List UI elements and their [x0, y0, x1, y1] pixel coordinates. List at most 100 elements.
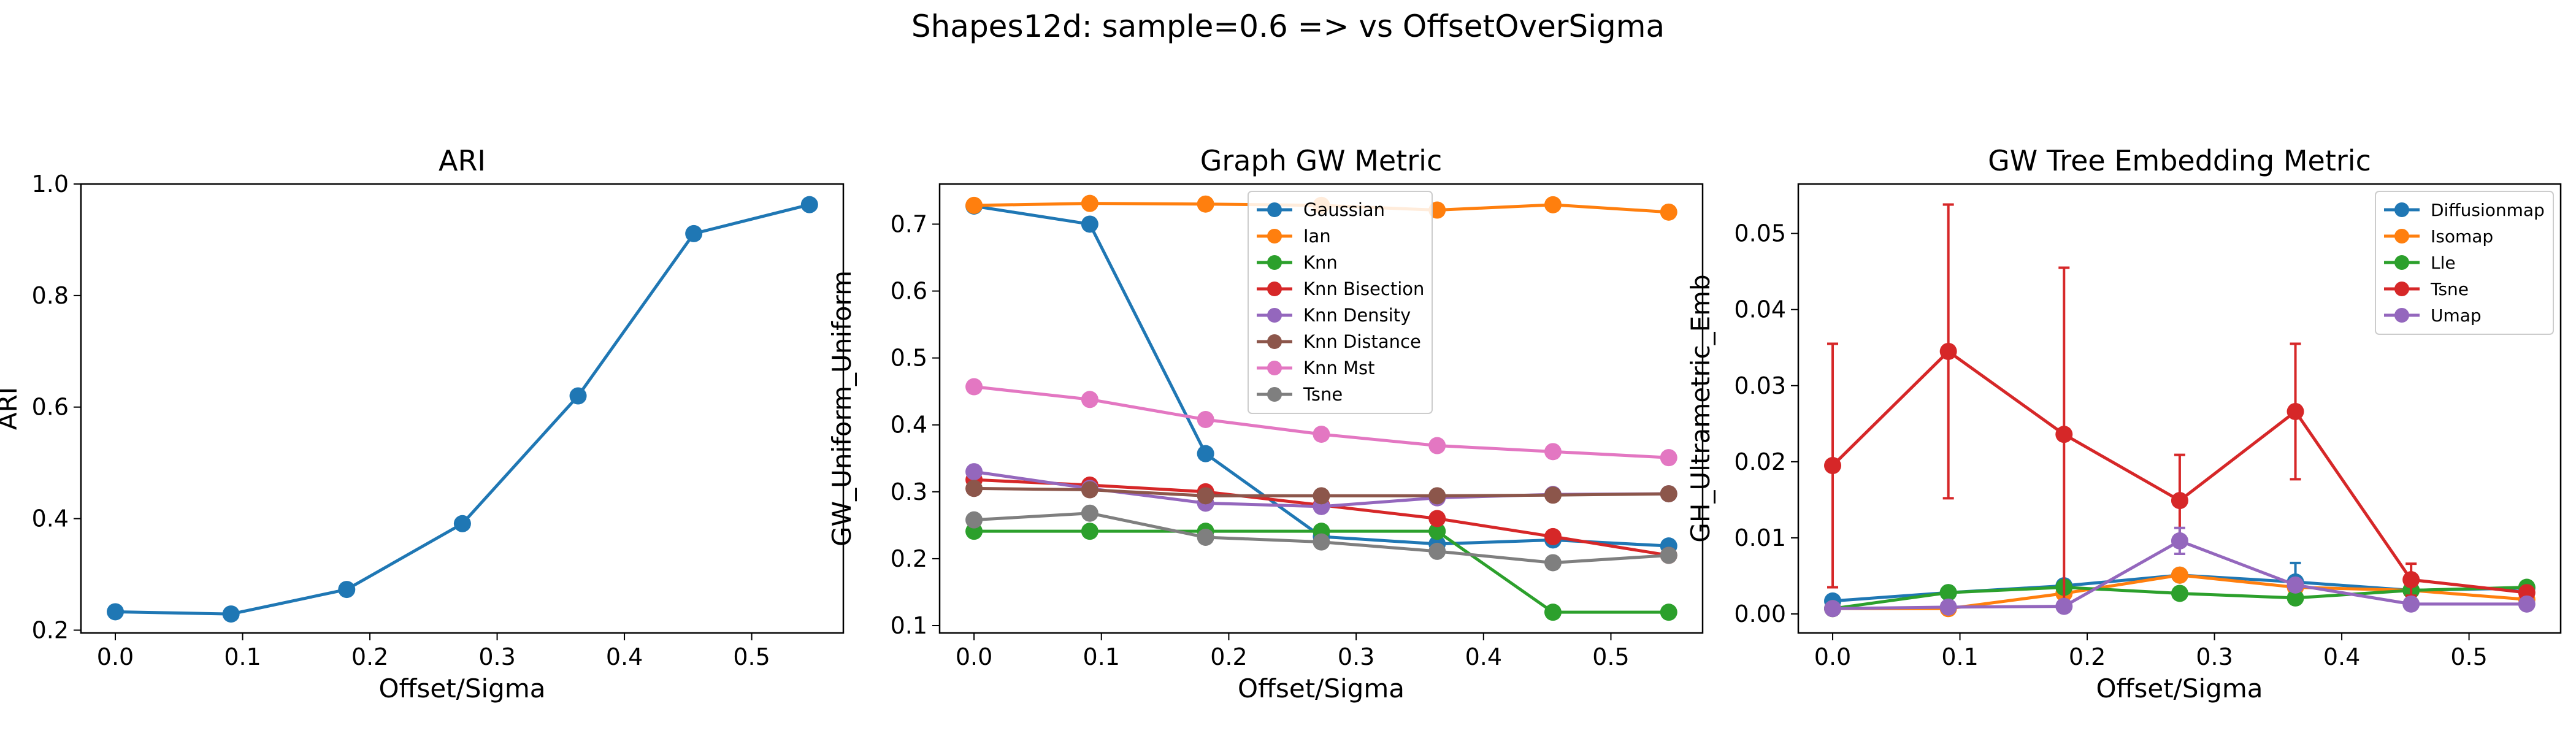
x-tick-label: 0.3 — [1338, 643, 1374, 670]
x-tick-label: 0.2 — [2069, 643, 2106, 670]
data-point — [1428, 510, 1446, 527]
data-point — [1824, 600, 1842, 618]
data-point — [1081, 194, 1098, 212]
legend-marker — [1267, 282, 1282, 296]
legend-box — [1248, 191, 1433, 414]
legend-item-tsne: Tsne — [1257, 384, 1343, 405]
data-point — [965, 196, 983, 214]
data-point — [1939, 584, 1957, 602]
data-point — [2171, 585, 2188, 602]
y-axis-label: GW_Uniform_Uniform — [827, 270, 857, 546]
data-point — [1313, 487, 1330, 505]
legend-item-knn-bisection: Knn Bisection — [1257, 278, 1424, 299]
data-point — [1939, 342, 1957, 360]
data-point — [2171, 492, 2188, 510]
data-point — [2402, 595, 2420, 613]
data-point — [2055, 426, 2073, 443]
legend-label: Diffusionmap — [2431, 200, 2545, 220]
x-tick-label: 0.0 — [97, 643, 134, 670]
chart-title: GW Tree Embedding Metric — [1988, 144, 2371, 177]
y-tick-label: 0.4 — [891, 412, 927, 439]
data-point — [800, 196, 818, 213]
legend-item-diffusionmap: Diffusionmap — [2384, 200, 2545, 220]
legend-marker — [1267, 229, 1282, 243]
y-tick-label: 0.04 — [1734, 296, 1786, 323]
data-point — [1428, 437, 1446, 454]
legend-item-knn-density: Knn Density — [1257, 305, 1411, 326]
data-point — [338, 581, 356, 599]
legend-label: Knn Density — [1303, 305, 1411, 326]
data-point — [685, 224, 703, 242]
x-tick-label: 0.0 — [1814, 643, 1851, 670]
x-tick-label: 0.3 — [2196, 643, 2233, 670]
legend-marker — [1267, 202, 1282, 217]
ari-panel: ARI 0.0 0.1 0.2 0.3 0.4 0.5 0.2 0.4 0.6 0.8 1.0 Offs… — [0, 144, 845, 703]
x-tick-label: 0.2 — [351, 643, 388, 670]
legend-box — [2375, 191, 2554, 335]
series-knn-distance — [965, 480, 1677, 505]
axes-frame — [80, 183, 845, 634]
data-point — [1660, 485, 1677, 503]
x-tick-label: 0.0 — [956, 643, 992, 670]
legend-item-ian: Ian — [1257, 226, 1331, 247]
y-tick-label: 0.8 — [32, 282, 69, 309]
data-point — [2402, 571, 2420, 589]
legend-marker — [2394, 255, 2409, 270]
gw-tree-embedding-metric-panel: GW Tree Embedding Metric 0.0 0.1 0.2 0.3 0.4 0… — [1685, 144, 2562, 703]
data-point — [1313, 426, 1330, 443]
x-tick-label: 0.1 — [1941, 643, 1978, 670]
series-tsne — [965, 504, 1677, 572]
series-tsne — [1824, 203, 2536, 602]
legend-label: Knn Mst — [1303, 358, 1375, 378]
y-tick-label: 0.03 — [1734, 372, 1786, 399]
series-ari — [107, 196, 818, 623]
data-point — [1428, 487, 1446, 505]
data-point — [1939, 598, 1957, 616]
x-tick-label: 0.5 — [2450, 643, 2487, 670]
legend: Diffusionmap Isomap Lle Tsne Umap — [2375, 191, 2554, 335]
legend-item-isomap: Isomap — [2384, 226, 2493, 247]
x-tick-label: 0.1 — [1083, 643, 1120, 670]
legend-label: Tsne — [2430, 279, 2469, 299]
data-point — [1081, 391, 1098, 408]
data-point — [1197, 195, 1214, 213]
x-tick-label: 0.3 — [478, 643, 515, 670]
data-point — [965, 480, 983, 497]
y-tick-label: 0.4 — [32, 505, 69, 532]
data-point — [2171, 566, 2188, 584]
data-point — [1197, 487, 1214, 505]
data-point — [1081, 215, 1098, 233]
legend-label: Knn Bisection — [1303, 278, 1424, 299]
y-tick-label: 0.05 — [1734, 220, 1786, 247]
data-point — [1313, 533, 1330, 551]
legend-item-lle: Lle — [2384, 253, 2456, 273]
legend-label: Lle — [2431, 253, 2456, 273]
axes-frame — [938, 183, 1704, 634]
y-axis-label: ARI — [0, 387, 23, 430]
legend-marker — [2394, 308, 2409, 323]
data-point — [965, 463, 983, 481]
legend-label: Tsne — [1303, 384, 1343, 405]
y-tick-label: 0.02 — [1734, 448, 1786, 475]
y-tick-label: 0.6 — [891, 278, 927, 305]
y-tick-label: 0.2 — [891, 545, 927, 572]
legend-item-knn-distance: Knn Distance — [1257, 331, 1421, 352]
data-point — [1081, 481, 1098, 499]
data-point — [965, 511, 983, 529]
x-axis-label: Offset/Sigma — [2096, 673, 2263, 703]
chart-title: Graph GW Metric — [1200, 144, 1442, 177]
x-tick-label: 0.2 — [1210, 643, 1247, 670]
y-tick-label: 1.0 — [32, 171, 69, 197]
y-tick-label: 0.01 — [1734, 524, 1786, 551]
data-point — [569, 387, 587, 405]
legend-marker — [1267, 334, 1282, 349]
data-point — [2518, 595, 2536, 613]
data-point — [2287, 402, 2304, 420]
data-point — [107, 603, 125, 621]
data-point — [1544, 486, 1562, 504]
graph-gw-metric-panel: Graph GW Metric 0.0 0.1 0.2 0.3 0.4 0.5 0.1 0.2 0… — [827, 144, 1704, 703]
data-point — [1660, 203, 1677, 221]
chart-title: ARI — [439, 144, 486, 177]
y-axis-label: GH_Ultrametric_Emb — [1685, 274, 1715, 542]
data-point — [1544, 443, 1562, 461]
